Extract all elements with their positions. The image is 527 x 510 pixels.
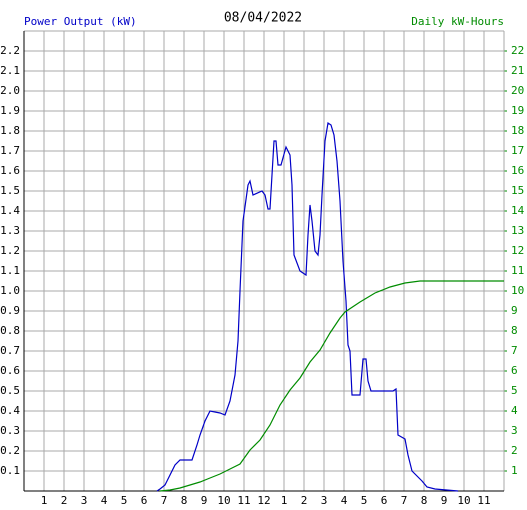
y-tick-label: 0.7 xyxy=(0,344,20,357)
x-tick-label: 9 xyxy=(441,494,448,507)
x-tick-label: 11 xyxy=(477,494,490,507)
y2-tick-label: 18 xyxy=(511,124,524,137)
x-tick-label: 2 xyxy=(301,494,308,507)
y-tick-label: 1.1 xyxy=(0,264,20,277)
y2-tick-label: 21 xyxy=(511,64,524,77)
y2-tick-label: 22 xyxy=(511,44,524,57)
x-tick-label: 9 xyxy=(201,494,208,507)
y2-tick-label: 7 xyxy=(511,344,518,357)
y2-tick-label: 3 xyxy=(511,424,518,437)
y2-tick-label: 19 xyxy=(511,104,524,117)
y-tick-label: 0.6 xyxy=(0,364,20,377)
x-tick-label: 1 xyxy=(281,494,288,507)
y-axis-label: Power Output (kW) xyxy=(24,15,137,28)
y2-tick-label: 6 xyxy=(511,364,518,377)
y2-tick-label: 12 xyxy=(511,244,524,257)
x-tick-label: 7 xyxy=(161,494,168,507)
data-line xyxy=(159,280,504,492)
y2-tick-label: 20 xyxy=(511,84,524,97)
y-tick-label: 1.0 xyxy=(0,284,20,297)
y-tick-label: 1.3 xyxy=(0,224,20,237)
x-tick-label: 10 xyxy=(457,494,470,507)
x-tick-label: 11 xyxy=(237,494,250,507)
x-tick-label: 4 xyxy=(341,494,348,507)
y2-tick-label: 1 xyxy=(511,464,518,477)
y2-tick-label: 13 xyxy=(511,224,524,237)
x-tick-label: 5 xyxy=(361,494,368,507)
x-tick-label: 8 xyxy=(181,494,188,507)
y-tick-label: 1.6 xyxy=(0,164,20,177)
x-tick-label: 6 xyxy=(141,494,148,507)
y2-tick-label: 4 xyxy=(511,404,518,417)
x-tick-label: 4 xyxy=(101,494,108,507)
x-tick-label: 2 xyxy=(61,494,68,507)
x-tick-label: 8 xyxy=(421,494,428,507)
y-tick-label: 1.2 xyxy=(0,244,20,257)
y-tick-label: 0.4 xyxy=(0,404,20,417)
x-tick-label: 3 xyxy=(81,494,88,507)
y2-tick-label: 17 xyxy=(511,144,524,157)
y-tick-label: 1.9 xyxy=(0,104,20,117)
y-tick-label: 2.0 xyxy=(0,84,20,97)
y-tick-label: 0.3 xyxy=(0,424,20,437)
y2-tick-label: 5 xyxy=(511,384,518,397)
x-tick-label: 6 xyxy=(381,494,388,507)
y2-tick-label: 10 xyxy=(511,284,524,297)
y-tick-label: 1.8 xyxy=(0,124,20,137)
data-line xyxy=(156,121,459,492)
y-tick-label: 1.7 xyxy=(0,144,20,157)
y2-tick-label: 15 xyxy=(511,184,524,197)
x-tick-label: 3 xyxy=(321,494,328,507)
y-tick-label: 0.9 xyxy=(0,304,20,317)
y-tick-label: 1.4 xyxy=(0,204,20,217)
y2-tick-label: 8 xyxy=(511,324,518,337)
x-tick-label: 10 xyxy=(217,494,230,507)
y-tick-label: 2.1 xyxy=(0,64,20,77)
y2-tick-label: 9 xyxy=(511,304,518,317)
y-tick-label: 0.2 xyxy=(0,444,20,457)
x-tick-label: 7 xyxy=(401,494,408,507)
y2-tick-label: 16 xyxy=(511,164,524,177)
chart-title: 08/04/2022 xyxy=(224,11,302,26)
y-tick-label: 1.5 xyxy=(0,184,20,197)
y2-tick-label: 2 xyxy=(511,444,518,457)
y2-tick-label: 11 xyxy=(511,264,524,277)
y-tick-label: 0.8 xyxy=(0,324,20,337)
y2-axis-label: Daily kW-Hours xyxy=(411,15,504,28)
x-tick-label: 12 xyxy=(257,494,270,507)
y-tick-label: 2.2 xyxy=(0,44,20,57)
x-tick-label: 5 xyxy=(121,494,128,507)
y-tick-label: 0.1 xyxy=(0,464,20,477)
y-tick-label: 0.5 xyxy=(0,384,20,397)
x-tick-label: 1 xyxy=(41,494,48,507)
y2-tick-label: 14 xyxy=(511,204,525,217)
